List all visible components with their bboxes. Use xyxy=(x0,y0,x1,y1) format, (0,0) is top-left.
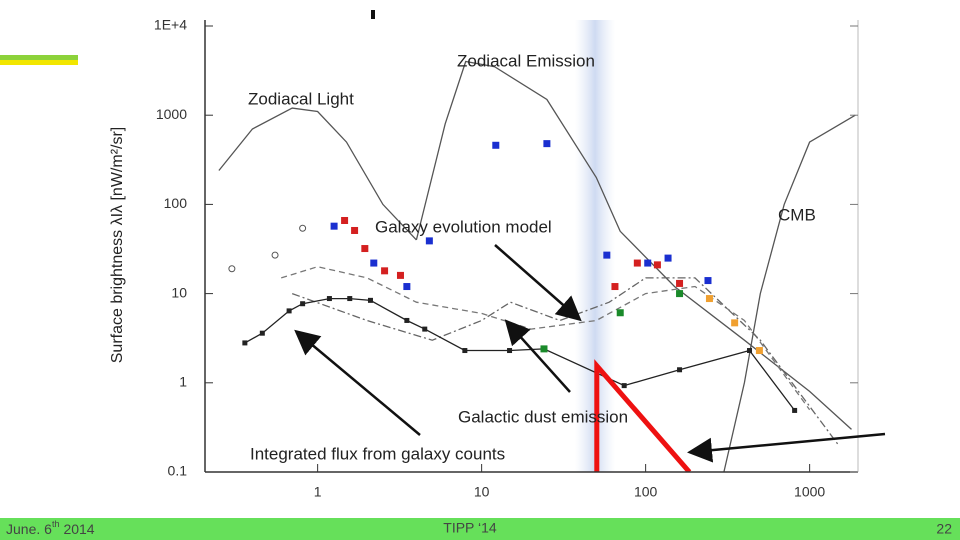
arrow xyxy=(687,432,886,463)
marker xyxy=(621,383,627,389)
series-line xyxy=(218,107,417,241)
series-line xyxy=(723,114,856,472)
marker xyxy=(425,237,433,245)
mark xyxy=(371,10,375,19)
footer-date: June. 6th 2014 xyxy=(6,519,95,536)
marker xyxy=(792,407,798,413)
marker xyxy=(300,301,306,307)
plot-area xyxy=(218,60,856,472)
marker xyxy=(603,251,611,259)
marker xyxy=(396,271,404,279)
footer-bar xyxy=(0,518,960,540)
marker xyxy=(299,224,307,232)
x-tick-label: 10 xyxy=(474,484,490,500)
y-tick-label: 0.1 xyxy=(168,463,188,479)
arrow xyxy=(504,319,571,393)
x-tick-label: 100 xyxy=(634,484,658,500)
y-tick-label: 1 xyxy=(179,374,187,390)
y-tick-label: 10 xyxy=(171,284,187,300)
y-tick-label: 100 xyxy=(164,195,188,211)
y-tick-label: 1E+4 xyxy=(154,17,187,33)
marker xyxy=(543,140,551,148)
marker xyxy=(422,326,428,332)
series-line xyxy=(244,297,796,411)
marker xyxy=(676,290,684,298)
footer-event: TIPP ‘14 xyxy=(443,520,497,536)
series-label: Galaxy evolution model xyxy=(375,217,552,236)
marker xyxy=(755,347,763,355)
series-label: Galactic dust emission xyxy=(458,407,628,426)
marker xyxy=(462,348,468,354)
marker xyxy=(653,261,661,269)
marker xyxy=(326,296,332,302)
series-line xyxy=(415,60,852,430)
year: 2014 xyxy=(63,521,94,537)
marker xyxy=(507,348,513,354)
series-label: Zodiacal Emission xyxy=(457,51,595,70)
marker xyxy=(286,308,292,314)
marker xyxy=(705,295,713,303)
marker xyxy=(242,340,248,346)
marker xyxy=(228,265,236,273)
series-label: Zodiacal Light xyxy=(248,89,354,108)
arrow xyxy=(294,329,421,436)
series-label: CMB xyxy=(778,205,816,224)
date-suffix: th xyxy=(52,519,60,529)
x-tick-label: 1000 xyxy=(794,484,825,500)
arrows xyxy=(294,244,886,463)
axes: 0.1 1 10 100 1000 1E+4 1 10 100 1000 xyxy=(154,17,858,500)
marker xyxy=(370,259,378,267)
annotations: Zodiacal Light Zodiacal Emission CMB Galaxy… xyxy=(248,51,816,463)
marker xyxy=(351,226,359,234)
marker xyxy=(341,216,349,224)
marker xyxy=(367,297,373,303)
series-label: Integrated flux from galaxy counts xyxy=(250,444,505,463)
y-tick-label: 1000 xyxy=(156,106,187,122)
series-line xyxy=(594,359,692,472)
marker xyxy=(259,330,265,336)
accent-bar xyxy=(0,55,78,60)
marker xyxy=(611,283,619,291)
marker xyxy=(540,345,548,353)
marker xyxy=(633,259,641,267)
marker xyxy=(616,309,624,317)
marker xyxy=(404,317,410,323)
marker xyxy=(644,259,652,267)
marker xyxy=(361,245,369,253)
marker xyxy=(747,348,753,354)
marker xyxy=(330,222,338,230)
x-tick-label: 1 xyxy=(314,484,322,500)
marker xyxy=(704,277,712,285)
series-line xyxy=(291,277,840,446)
date: June. 6 xyxy=(6,521,52,537)
marker xyxy=(664,254,672,262)
page-number: 22 xyxy=(936,521,952,537)
y-axis-label: Surface brightness λIλ [nW/m²/sr] xyxy=(109,127,126,364)
marker xyxy=(676,279,684,287)
marker xyxy=(731,319,739,327)
marker xyxy=(347,296,353,302)
accent-bar xyxy=(0,60,78,65)
arrow xyxy=(494,244,582,322)
marker xyxy=(492,141,500,149)
marker xyxy=(677,367,683,373)
marker xyxy=(381,267,389,275)
marker xyxy=(271,251,279,259)
marker xyxy=(403,283,411,291)
